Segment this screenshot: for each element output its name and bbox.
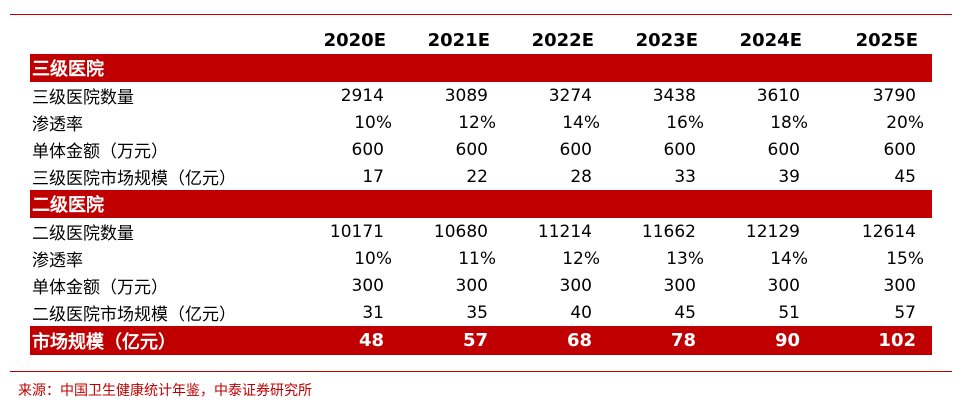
table-row: 三级医院市场规模（亿元） 17 22 28 33 39 45: [30, 163, 932, 190]
table-cell: 11662: [641, 221, 696, 242]
table-row: 二级医院市场规模（亿元） 31 35 40 45 51 57: [30, 299, 932, 326]
table-header-row: 2020E 2021E 2022E 2023E 2024E 2025E: [30, 26, 932, 54]
column-header: 2021E: [427, 29, 490, 51]
table-cell: 3790: [872, 85, 916, 106]
total-cell: 48: [358, 330, 384, 351]
table-cell: 600: [351, 139, 384, 160]
table-row: 二级医院数量 10171 10680 11214 11662 12129 126…: [30, 218, 932, 245]
row-label: 三级医院市场规模（亿元）: [32, 169, 236, 189]
table-cell: 300: [455, 275, 488, 296]
table-cell: 17: [362, 166, 384, 187]
column-header: 2022E: [531, 29, 594, 51]
section-header-secondary: 二级医院: [30, 190, 932, 218]
table-cell: 14%: [770, 248, 808, 269]
table-cell: 18%: [770, 112, 808, 133]
market-size-table: 2020E 2021E 2022E 2023E 2024E 2025E 三级医院…: [30, 26, 932, 355]
table-cell: 300: [351, 275, 384, 296]
table-cell: 3089: [444, 85, 488, 106]
table-cell: 45: [894, 166, 916, 187]
table-cell: 600: [559, 139, 592, 160]
total-cell: 68: [566, 330, 592, 351]
table-cell: 3610: [756, 85, 800, 106]
top-rule: [10, 14, 952, 15]
table-cell: 22: [466, 166, 488, 187]
table-cell: 12%: [562, 248, 600, 269]
table-row: 单体金额（万元） 300 300 300 300 300 300: [30, 272, 932, 299]
table-cell: 11214: [537, 221, 592, 242]
column-header: 2025E: [855, 29, 918, 51]
table-row: 渗透率 10% 11% 12% 13% 14% 15%: [30, 245, 932, 272]
source-note: 来源：中国卫生健康统计年鉴，中泰证券研究所: [18, 383, 312, 399]
table-cell: 600: [455, 139, 488, 160]
table-cell: 14%: [562, 112, 600, 133]
table-cell: 600: [663, 139, 696, 160]
table-cell: 300: [767, 275, 800, 296]
table-cell: 40: [570, 302, 592, 323]
column-header: 2023E: [635, 29, 698, 51]
table-cell: 3274: [548, 85, 592, 106]
table-cell: 300: [663, 275, 696, 296]
table-cell: 16%: [666, 112, 704, 133]
row-label: 二级医院数量: [32, 224, 134, 244]
row-label: 单体金额（万元）: [32, 278, 168, 298]
table-cell: 10171: [329, 221, 384, 242]
table-cell: 57: [894, 302, 916, 323]
bottom-rule: [10, 371, 952, 372]
table-cell: 3438: [652, 85, 696, 106]
table-cell: 300: [883, 275, 916, 296]
table-cell: 2914: [340, 85, 384, 106]
table-cell: 12614: [861, 221, 916, 242]
table-cell: 10680: [433, 221, 488, 242]
table-cell: 15%: [886, 248, 924, 269]
row-label: 渗透率: [32, 115, 83, 135]
table-cell: 35: [466, 302, 488, 323]
table-cell: 300: [559, 275, 592, 296]
table-cell: 45: [674, 302, 696, 323]
table-cell: 28: [570, 166, 592, 187]
table-cell: 600: [883, 139, 916, 160]
table-cell: 12129: [745, 221, 800, 242]
table-row: 单体金额（万元） 600 600 600 600 600 600: [30, 136, 932, 163]
total-cell: 90: [774, 330, 800, 351]
total-label: 市场规模（亿元）: [32, 331, 176, 353]
total-row: 市场规模（亿元） 48 57 68 78 90 102: [30, 326, 932, 355]
column-header: 2024E: [739, 29, 802, 51]
table-cell: 39: [778, 166, 800, 187]
table-cell: 33: [674, 166, 696, 187]
row-label: 单体金额（万元）: [32, 142, 168, 162]
table-cell: 10%: [354, 112, 392, 133]
table-cell: 11%: [458, 248, 496, 269]
table-cell: 31: [362, 302, 384, 323]
column-header: 2020E: [323, 29, 386, 51]
table-cell: 20%: [886, 112, 924, 133]
row-label: 渗透率: [32, 251, 83, 271]
table-row: 渗透率 10% 12% 14% 16% 18% 20%: [30, 109, 932, 136]
row-label: 二级医院市场规模（亿元）: [32, 305, 236, 325]
table-cell: 51: [778, 302, 800, 323]
section-header-tertiary: 三级医院: [30, 54, 932, 82]
table-cell: 13%: [666, 248, 704, 269]
table-cell: 600: [767, 139, 800, 160]
total-cell: 57: [462, 330, 488, 351]
table-row: 三级医院数量 2914 3089 3274 3438 3610 3790: [30, 82, 932, 109]
total-cell: 78: [670, 330, 696, 351]
row-label: 三级医院数量: [32, 88, 134, 108]
total-cell: 102: [878, 330, 916, 351]
table-cell: 12%: [458, 112, 496, 133]
table-cell: 10%: [354, 248, 392, 269]
